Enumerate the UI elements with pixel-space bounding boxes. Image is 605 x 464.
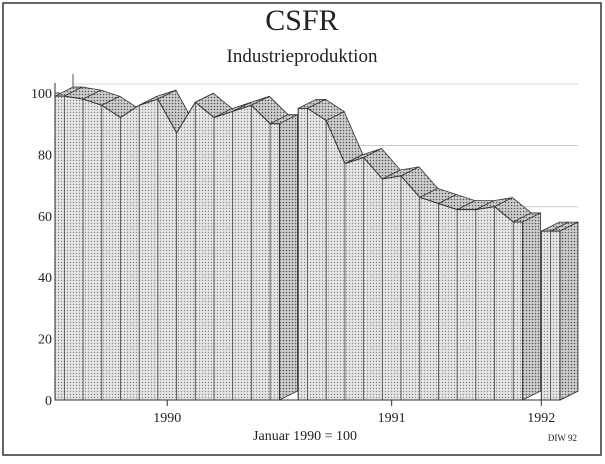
side-face bbox=[559, 221, 579, 401]
side-face bbox=[279, 114, 298, 401]
plot: 0 20 40 60 80 100 1990 1991 1992 bbox=[31, 74, 579, 426]
side-face bbox=[522, 212, 541, 401]
x-tick-label: 1991 bbox=[378, 411, 406, 426]
y-tick-label: 0 bbox=[45, 394, 52, 409]
source: DIW 92 bbox=[548, 433, 577, 443]
y-tick-label: 40 bbox=[38, 271, 52, 286]
y-tick-label: 100 bbox=[31, 87, 52, 102]
x-tick-label: 1992 bbox=[527, 411, 555, 426]
y-tick-label: 20 bbox=[38, 333, 52, 348]
frame bbox=[2, 2, 602, 456]
area bbox=[297, 107, 524, 401]
chart-title: CSFR bbox=[265, 4, 338, 37]
chart-subtitle: Industrieproduktion bbox=[227, 46, 378, 67]
y-tick-label: 60 bbox=[38, 210, 52, 225]
x-note: Januar 1990 = 100 bbox=[253, 429, 357, 444]
y-tick-label: 80 bbox=[38, 148, 52, 163]
area bbox=[54, 95, 280, 401]
x-tick-label: 1990 bbox=[153, 411, 181, 426]
